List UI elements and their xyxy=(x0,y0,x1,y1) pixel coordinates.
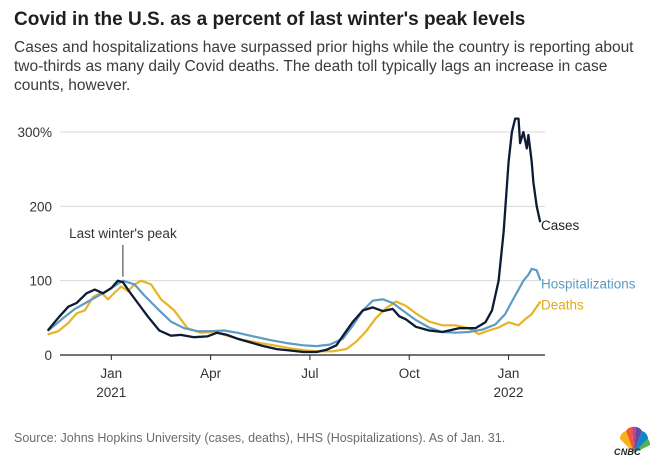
y-tick-label: 100 xyxy=(29,274,52,289)
x-tick-label: Jul xyxy=(301,366,318,381)
x-tick-label: Jan xyxy=(100,366,122,381)
y-tick-label: 200 xyxy=(29,199,52,214)
x-tick-label: Jan xyxy=(498,366,520,381)
source-note: Source: Johns Hopkins University (cases,… xyxy=(14,431,506,445)
series-lines xyxy=(47,117,542,354)
chart-subtitle: Cases and hospitalizations have surpasse… xyxy=(14,39,634,94)
series-label-cases: Cases xyxy=(541,218,580,233)
axes: 0 100 200 300% Jan 2021 Apr Jul Oct Jan 2022 xyxy=(17,125,523,400)
series-label-deaths: Deaths xyxy=(541,297,584,312)
x-tick-year-label: 2022 xyxy=(494,385,524,400)
x-tick-label: Oct xyxy=(399,366,420,381)
cnbc-logo-text: CNBC xyxy=(614,447,641,457)
gridlines xyxy=(60,131,545,356)
x-tick-label: Apr xyxy=(200,366,222,381)
y-tick-label: 300% xyxy=(17,125,52,140)
annotation-label: Last winter's peak xyxy=(69,226,177,241)
labels: Cases Hospitalizations Deaths Last winter's… xyxy=(69,218,636,313)
series-label-hospitalizations: Hospitalizations xyxy=(541,277,636,292)
chart-title: Covid in the U.S. as a percent of last w… xyxy=(14,9,526,30)
series-line-deaths xyxy=(47,279,542,353)
peacock-logo-icon xyxy=(619,426,651,453)
series-line-hospitalizations xyxy=(47,267,542,348)
series-line-cases xyxy=(47,117,542,354)
y-tick-label: 0 xyxy=(44,348,52,363)
x-tick-year-label: 2021 xyxy=(96,385,126,400)
